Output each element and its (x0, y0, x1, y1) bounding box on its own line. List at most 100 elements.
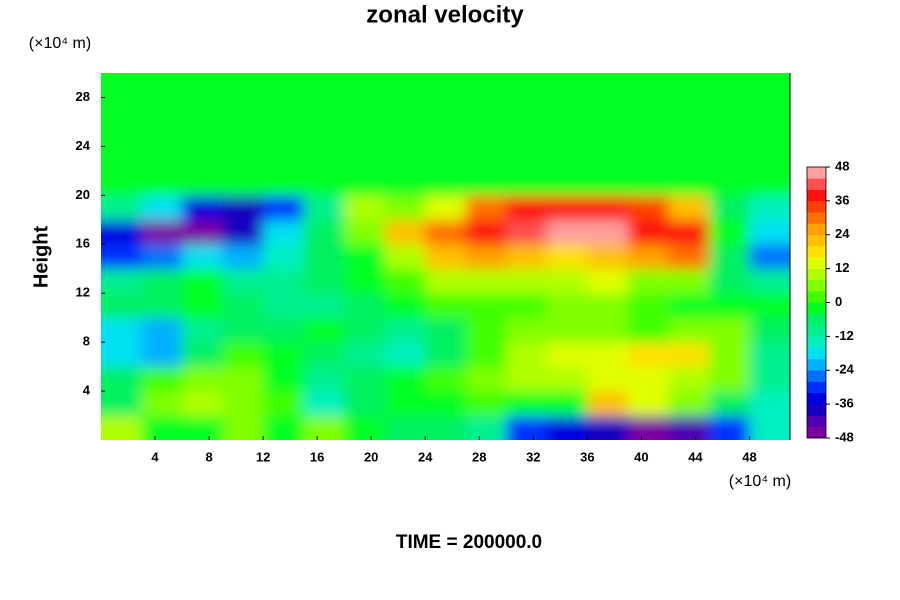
field-cell (182, 195, 224, 221)
field-cell (222, 415, 264, 440)
field-cell (384, 342, 426, 368)
field-cell (263, 121, 305, 147)
field-cell (101, 219, 143, 245)
field-cell (546, 146, 588, 172)
field-cell (101, 170, 143, 196)
field-cell (749, 268, 790, 294)
field-cell (303, 97, 345, 123)
field-cell (668, 121, 710, 147)
field-cell (546, 415, 588, 440)
field-cell (263, 73, 305, 98)
field-cell (708, 366, 750, 392)
field-cell (263, 219, 305, 245)
field-cell (344, 73, 386, 98)
field-cell (101, 366, 143, 392)
field-cell (182, 121, 224, 147)
field-cell (506, 73, 548, 98)
field-cell (749, 97, 790, 123)
field-cell (627, 293, 669, 319)
field-cell (303, 293, 345, 319)
field-cell (182, 268, 224, 294)
field-cell (141, 293, 183, 319)
field-cell (587, 391, 629, 417)
field-cell (425, 73, 467, 98)
field-cell (101, 121, 143, 147)
field-cell (506, 317, 548, 343)
colorbar-band (807, 415, 826, 428)
axes: 4 8 12 16 20 24 28 32 36 40 44 48481216202428-48-36… (76, 73, 855, 464)
field-cell (668, 391, 710, 417)
field-cell (627, 219, 669, 245)
field-cell (344, 415, 386, 440)
field-cell (506, 342, 548, 368)
field-cell (749, 195, 790, 221)
field-cell (222, 366, 264, 392)
field-cell (749, 73, 790, 98)
field-cell (668, 415, 710, 440)
field-cell (546, 244, 588, 270)
field-cell (182, 244, 224, 270)
field-cell (546, 317, 588, 343)
field-cell (141, 391, 183, 417)
field-cell (506, 170, 548, 196)
field-cell (263, 342, 305, 368)
x-tick-label: 48 (742, 449, 756, 464)
field-cell (384, 73, 426, 98)
field-cell (344, 391, 386, 417)
field-cell (263, 146, 305, 172)
field-cell (465, 121, 507, 147)
colorbar-band (807, 178, 826, 190)
field-cell (263, 268, 305, 294)
colorbar-band (807, 358, 826, 371)
field-cell (668, 219, 710, 245)
field-cell (546, 366, 588, 392)
field-cell (344, 342, 386, 368)
y-axis-label: Height (30, 226, 52, 289)
field-cell (344, 293, 386, 319)
field-cell (627, 268, 669, 294)
field-cell (263, 317, 305, 343)
field-cell (222, 219, 264, 245)
field-cell (101, 146, 143, 172)
y-tick-label: 12 (76, 285, 90, 300)
field-cell (465, 268, 507, 294)
plot-area (101, 73, 790, 440)
field-cell (668, 342, 710, 368)
field-cell (303, 195, 345, 221)
field-cell (263, 366, 305, 392)
field-cell (101, 342, 143, 368)
field-cell (384, 170, 426, 196)
field-cell (668, 97, 710, 123)
field-cell (141, 317, 183, 343)
field-cell (425, 342, 467, 368)
field-cell (182, 415, 224, 440)
field-cell (749, 391, 790, 417)
field-cell (587, 73, 629, 98)
field-cell (627, 146, 669, 172)
colorbar-band (807, 404, 826, 416)
colorbar-band (807, 381, 826, 394)
y-tick-label: 16 (76, 236, 90, 251)
field-cell (384, 366, 426, 392)
field-cell (506, 391, 548, 417)
field-cell (506, 121, 548, 147)
field (101, 73, 790, 440)
colorbar-band (807, 212, 826, 224)
field-cell (627, 391, 669, 417)
field-cell (587, 121, 629, 147)
field-cell (182, 391, 224, 417)
x-tick-label: 24 (418, 449, 433, 464)
field-cell (101, 244, 143, 270)
field-cell (425, 366, 467, 392)
field-cell (263, 195, 305, 221)
field-cell (546, 195, 588, 221)
field-cell (101, 73, 143, 98)
field-cell (465, 219, 507, 245)
field-cell (182, 293, 224, 319)
colorbar-tick-label: 36 (835, 192, 849, 207)
field-cell (749, 170, 790, 196)
field-cell (101, 268, 143, 294)
colorbar-tick-label: 24 (835, 226, 850, 241)
field-cell (465, 342, 507, 368)
field-cell (708, 244, 750, 270)
